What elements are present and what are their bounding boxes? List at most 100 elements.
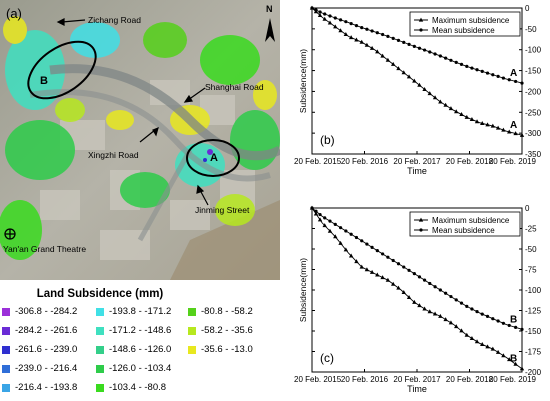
legend-marker bbox=[419, 28, 423, 32]
series-end-label: B bbox=[510, 314, 517, 325]
y-axis-label: Subsidence(mm) bbox=[298, 258, 308, 322]
series-end-label: A bbox=[510, 68, 517, 79]
data-point bbox=[514, 325, 518, 329]
x-axis-label: Time bbox=[407, 384, 427, 394]
data-point bbox=[433, 285, 437, 289]
legend-swatch bbox=[2, 364, 10, 373]
data-point bbox=[470, 66, 474, 70]
data-point bbox=[519, 366, 525, 371]
data-point bbox=[454, 60, 458, 64]
data-point bbox=[448, 106, 454, 111]
legend-swatch bbox=[2, 307, 10, 316]
y-tick-label: -200 bbox=[525, 87, 542, 96]
legend-swatch bbox=[96, 307, 104, 316]
legend-item: -126.0 - -103.4 bbox=[96, 363, 171, 374]
y-tick-label: 0 bbox=[525, 204, 530, 213]
data-point bbox=[370, 245, 374, 249]
data-point bbox=[328, 219, 332, 223]
data-point bbox=[396, 285, 401, 290]
data-point bbox=[443, 317, 448, 322]
data-point bbox=[474, 339, 480, 344]
data-point bbox=[417, 82, 422, 87]
legend-box bbox=[409, 11, 521, 37]
data-point bbox=[454, 109, 459, 114]
data-point bbox=[501, 127, 506, 132]
legend-entry: Maximum subsidence bbox=[432, 216, 510, 225]
y-tick-label: -50 bbox=[525, 25, 537, 34]
data-point bbox=[317, 217, 323, 222]
legend-item: -58.2 - -35.6 bbox=[188, 325, 253, 336]
data-point bbox=[469, 117, 475, 122]
data-point bbox=[485, 122, 490, 127]
chart-b: 0 -50 -100 -150 -200 -250 -300 -350 20 Feb. 2015… bbox=[294, 4, 542, 176]
series-end-label: B bbox=[510, 354, 517, 365]
data-point bbox=[485, 344, 490, 349]
data-point bbox=[501, 76, 506, 80]
data-point bbox=[470, 307, 474, 311]
legend-marker bbox=[419, 228, 423, 232]
data-point bbox=[314, 8, 318, 12]
data-point bbox=[360, 239, 364, 243]
legend-label: -216.4 - -193.8 bbox=[15, 382, 78, 393]
data-point bbox=[412, 272, 416, 276]
data-point bbox=[386, 255, 390, 259]
legend-label: -148.6 - -126.0 bbox=[109, 344, 172, 355]
data-point bbox=[507, 78, 511, 82]
data-point bbox=[438, 54, 442, 58]
data-point bbox=[490, 123, 496, 128]
data-point bbox=[480, 342, 485, 347]
legend-label: -103.4 - -80.8 bbox=[109, 382, 167, 393]
data-point bbox=[322, 223, 327, 228]
data-point bbox=[513, 131, 518, 136]
data-point bbox=[386, 34, 390, 38]
legend-item: -103.4 - -80.8 bbox=[96, 382, 166, 393]
legend-label: -126.0 - -103.4 bbox=[109, 363, 172, 374]
data-point bbox=[343, 32, 349, 37]
data-point bbox=[370, 29, 374, 33]
legend-item: -148.6 - -126.0 bbox=[96, 344, 171, 355]
data-point bbox=[513, 361, 518, 366]
data-point bbox=[402, 40, 406, 44]
data-point bbox=[365, 242, 369, 246]
x-tick-label: 20 Feb. 2019 bbox=[489, 157, 537, 166]
data-point bbox=[354, 235, 359, 240]
data-point bbox=[480, 120, 485, 125]
data-point bbox=[501, 353, 506, 358]
data-point bbox=[333, 222, 337, 226]
data-point bbox=[364, 42, 370, 47]
x-tick-label: 20 Feb. 2016 bbox=[341, 157, 389, 166]
legend-marker bbox=[418, 17, 424, 22]
x-tick-label: 20 Feb. 2018 bbox=[446, 157, 494, 166]
legend-entry: Mean subsidence bbox=[432, 226, 495, 235]
data-point bbox=[354, 259, 359, 264]
legend-swatch bbox=[188, 326, 196, 335]
data-point bbox=[348, 253, 354, 258]
data-point bbox=[444, 56, 448, 60]
data-point bbox=[412, 44, 416, 48]
data-point bbox=[427, 91, 432, 96]
legend-swatch bbox=[188, 307, 196, 316]
data-point bbox=[369, 269, 375, 274]
y-tick-label: -75 bbox=[525, 266, 537, 275]
legend-swatch bbox=[96, 364, 104, 373]
data-point bbox=[385, 57, 391, 62]
subsidence-map: (a) N Zichang Road Shanghai Road Xingzhi… bbox=[0, 0, 280, 280]
data-point bbox=[380, 53, 385, 58]
map-image bbox=[0, 0, 280, 280]
data-point bbox=[449, 294, 453, 299]
panel-label-a: (a) bbox=[6, 6, 22, 21]
legend-item: -284.2 - -261.6 bbox=[2, 325, 77, 336]
data-point bbox=[338, 28, 343, 33]
data-point bbox=[327, 20, 333, 25]
data-point bbox=[459, 112, 464, 117]
data-point bbox=[474, 119, 480, 124]
data-point bbox=[338, 226, 343, 230]
data-point bbox=[433, 52, 437, 56]
data-point bbox=[422, 306, 427, 311]
legend-item: -239.0 - -216.4 bbox=[2, 363, 77, 374]
label-area-b: B bbox=[40, 75, 48, 87]
data-point bbox=[375, 272, 380, 277]
data-point bbox=[464, 332, 470, 337]
legend-swatch bbox=[188, 345, 196, 354]
data-point bbox=[507, 129, 512, 134]
